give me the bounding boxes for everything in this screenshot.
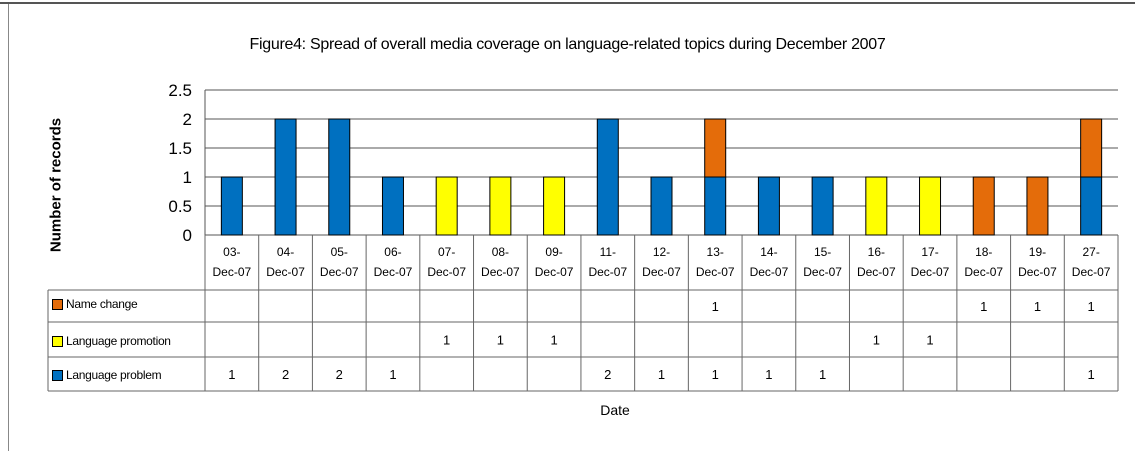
x-tick-label: 08-: [492, 245, 509, 259]
x-tick-label: Dec-07: [857, 265, 896, 279]
legend-row-language-problem: Language problem: [52, 361, 162, 389]
x-tick-label: 13-: [707, 245, 724, 259]
legend-row-name-change: Name change: [52, 290, 138, 318]
x-tick-label: 06-: [384, 245, 401, 259]
data-label: 1: [712, 367, 719, 382]
y-tick-label: 1: [183, 168, 192, 187]
bar-segment: [811, 176, 834, 236]
bar-segment: [919, 176, 942, 236]
bar-segment: [543, 176, 566, 236]
language-problem-swatch: [52, 369, 63, 381]
bar-segment: [704, 176, 727, 236]
legend-label: Language problem: [66, 368, 162, 382]
x-tick-label: Dec-07: [481, 265, 520, 279]
x-tick-label: 17-: [921, 245, 938, 259]
y-tick-label: 2: [183, 110, 192, 129]
x-tick-label: Dec-07: [964, 265, 1003, 279]
x-tick-label: Dec-07: [642, 265, 681, 279]
bar-segment: [328, 118, 351, 236]
x-tick-label: 04-: [277, 245, 294, 259]
x-tick-label: 15-: [814, 245, 831, 259]
x-tick-label: 07-: [438, 245, 455, 259]
bar-segment: [435, 176, 458, 236]
data-label: 1: [389, 367, 396, 382]
data-label: 1: [873, 333, 880, 348]
data-label: 1: [980, 299, 987, 314]
x-tick-label: Dec-07: [696, 265, 735, 279]
x-tick-label: Dec-07: [1018, 265, 1057, 279]
data-label: 1: [819, 367, 826, 382]
x-tick-label: 14-: [760, 245, 777, 259]
data-label: 1: [443, 333, 450, 348]
x-tick-label: 27-: [1082, 245, 1099, 259]
data-label: 1: [550, 333, 557, 348]
bar-segment: [1080, 176, 1103, 236]
data-label: 2: [604, 367, 611, 382]
x-tick-label: Dec-07: [535, 265, 574, 279]
legend-label: Language promotion: [66, 334, 171, 348]
bar-segment: [1080, 118, 1103, 178]
y-tick-label: 0.5: [168, 197, 192, 216]
bar-segment: [650, 176, 673, 236]
name-change-swatch: [52, 298, 63, 310]
y-tick-label: 2.5: [168, 81, 192, 100]
data-label: 2: [282, 367, 289, 382]
y-tick-label: 1.5: [168, 139, 192, 158]
bar-segment: [381, 176, 404, 236]
x-tick-label: 12-: [653, 245, 670, 259]
bar-segment: [596, 118, 619, 236]
data-label: 1: [228, 367, 235, 382]
data-label: 1: [765, 367, 772, 382]
x-tick-label: 16-: [868, 245, 885, 259]
x-tick-label: Dec-07: [266, 265, 305, 279]
bar-segment: [274, 118, 297, 236]
x-tick-label: Dec-07: [1072, 265, 1111, 279]
bar-segment: [489, 176, 512, 236]
x-tick-label: Dec-07: [320, 265, 359, 279]
x-tick-label: Dec-07: [803, 265, 842, 279]
data-label: 1: [497, 333, 504, 348]
data-label: 1: [1034, 299, 1041, 314]
legend-label: Name change: [66, 297, 138, 311]
data-label: 1: [658, 367, 665, 382]
x-tick-label: 03-: [223, 245, 240, 259]
x-tick-label: 09-: [545, 245, 562, 259]
x-tick-label: Dec-07: [750, 265, 789, 279]
x-tick-label: 05-: [331, 245, 348, 259]
bar-segment: [865, 176, 888, 236]
bar-segment: [1026, 176, 1049, 236]
bar-segment: [704, 118, 727, 178]
bar-segment: [757, 176, 780, 236]
language-promotion-swatch: [52, 335, 63, 347]
data-label: 1: [712, 299, 719, 314]
x-tick-label: Dec-07: [213, 265, 252, 279]
x-tick-label: Dec-07: [911, 265, 950, 279]
y-tick-label: 0: [183, 226, 192, 245]
bar-segment: [972, 176, 995, 236]
x-axis-label: Date: [600, 402, 630, 418]
frame-top-border: [0, 2, 1135, 4]
frame-left-border: [8, 4, 9, 451]
chart-title: Figure4: Spread of overall media coverag…: [249, 36, 886, 53]
x-tick-label: Dec-07: [374, 265, 413, 279]
legend-row-language-promotion: Language promotion: [52, 327, 171, 355]
data-label: 1: [926, 333, 933, 348]
data-label: 2: [336, 367, 343, 382]
x-tick-label: 11-: [600, 245, 616, 259]
bar-segment: [220, 176, 243, 236]
x-tick-label: Dec-07: [427, 265, 466, 279]
x-tick-label: 18-: [975, 245, 992, 259]
data-label: 1: [1088, 299, 1095, 314]
data-label: 1: [1088, 367, 1095, 382]
x-tick-label: Dec-07: [588, 265, 627, 279]
x-tick-label: 19-: [1029, 245, 1046, 259]
